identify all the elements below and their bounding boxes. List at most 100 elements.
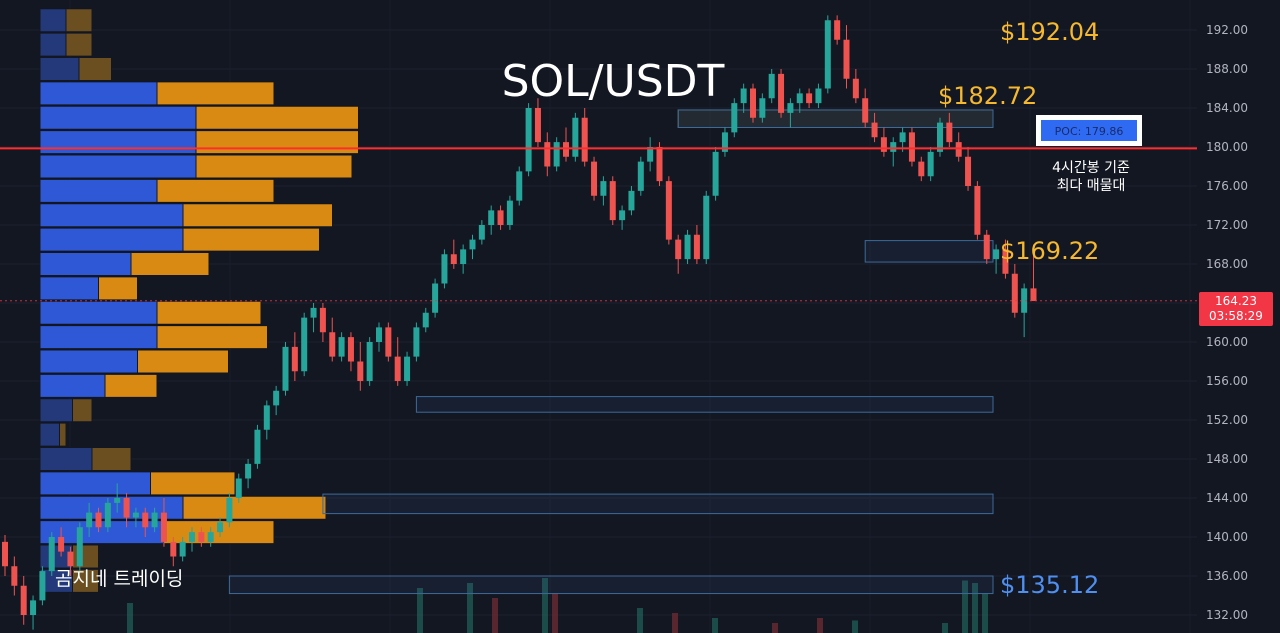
y-tick-label: 168.00 (1206, 257, 1248, 271)
candle-body (768, 73, 775, 99)
zone-box (322, 493, 994, 515)
candle-body (198, 532, 205, 542)
candle-body (563, 142, 569, 157)
candle-body (460, 249, 467, 264)
candle-body (637, 161, 644, 191)
candle-body (179, 541, 186, 557)
candle-body (104, 502, 111, 528)
candle-body (871, 122, 878, 138)
candle-body (123, 498, 130, 518)
volume-profile-buy (39, 8, 67, 33)
volume-profile-sell (156, 300, 262, 325)
candle-body (946, 122, 953, 143)
y-tick-label: 172.00 (1206, 218, 1248, 232)
volume-profile (39, 8, 359, 593)
poc-note-line1: 4시간봉 기준 (1052, 160, 1130, 176)
volume-bar (542, 578, 548, 633)
current-price-countdown: 03:58:29 (1209, 309, 1263, 323)
candle-body (534, 108, 541, 143)
candle-body (993, 249, 1000, 260)
candle-body (357, 361, 364, 381)
current-price-tag[interactable]: 164.23 03:58:29 (1199, 292, 1273, 326)
candle-body (170, 541, 177, 557)
candle-body (329, 332, 336, 357)
volume-profile-buy (39, 398, 73, 423)
candle-body (600, 181, 607, 196)
volume-profile-sell (150, 471, 236, 496)
current-price-tag-bg (1199, 292, 1273, 326)
volume-profile-buy (39, 178, 158, 203)
zone-box (864, 240, 994, 263)
volume-profile-sell (195, 105, 359, 130)
candle-body (908, 132, 915, 162)
candle-body (376, 327, 382, 342)
volume-profile-buy (39, 471, 151, 496)
volume-profile-sell (195, 130, 359, 155)
candle-body (432, 283, 439, 313)
zone-box (677, 109, 994, 128)
y-tick-label: 160.00 (1206, 335, 1248, 349)
candle-body (160, 512, 167, 542)
level-label-182: $182.72 (938, 82, 1037, 110)
volume-bar (852, 620, 858, 633)
poc-badge[interactable]: POC: 179.86 (1036, 115, 1142, 146)
candle-body (862, 98, 869, 123)
horizontal-lines (0, 147, 1197, 302)
volume-profile-sell (104, 373, 158, 398)
candle-body (114, 498, 121, 503)
level-label-169: $169.22 (1000, 237, 1099, 265)
volume-bar (962, 580, 968, 633)
candle-body (1021, 288, 1028, 313)
candle-body (815, 88, 822, 104)
candle-body (918, 161, 925, 177)
candle-body (394, 356, 401, 381)
candle-body (488, 210, 495, 225)
volume-profile-sell (59, 422, 67, 447)
volume-profile-sell (156, 178, 275, 203)
candle-body (132, 512, 139, 518)
candle-body (1002, 249, 1009, 274)
volume-profile-buy (39, 57, 80, 81)
candle-body (693, 234, 700, 260)
volume-bar (982, 593, 988, 633)
candle-body (712, 151, 719, 196)
candle-body (422, 312, 429, 328)
candle-body (67, 551, 74, 567)
volume-bar (672, 613, 678, 633)
zone-box (415, 396, 994, 413)
candle-body (151, 512, 158, 528)
candle-body (366, 342, 373, 381)
candle-body (843, 39, 850, 79)
candle-body (319, 307, 326, 333)
y-tick-label: 148.00 (1206, 452, 1248, 466)
y-tick-label: 132.00 (1206, 608, 1248, 622)
volume-profile-buy (39, 81, 158, 106)
candle-body (441, 254, 448, 284)
volume-profile-sell (182, 203, 333, 228)
y-tick-label: 136.00 (1206, 569, 1248, 583)
volume-profile-buy (39, 276, 99, 301)
volume-profile-buy (39, 105, 197, 130)
volume-profile-buy (39, 154, 197, 179)
level-label-192: $192.04 (1000, 18, 1099, 46)
volume-profile-sell (182, 495, 327, 520)
candle-body (553, 142, 560, 167)
volume-bar (817, 618, 823, 633)
candle-body (469, 239, 476, 250)
volume-bar (492, 598, 498, 633)
volume-profile-sell (156, 81, 275, 106)
candle-body (880, 137, 887, 152)
candle-body (506, 200, 513, 225)
volume-profile-buy (39, 252, 132, 276)
volume-profile-buy (39, 349, 138, 374)
zone-boxes (228, 109, 994, 595)
volume-bar (942, 623, 948, 633)
candle-body (404, 356, 411, 381)
volume-profile-sell (72, 568, 99, 593)
candle-body (1030, 288, 1037, 302)
volume-profile-sell (65, 32, 93, 57)
volume-profile-sell (182, 227, 320, 252)
candle-body (310, 307, 317, 318)
candle-body (740, 88, 747, 104)
